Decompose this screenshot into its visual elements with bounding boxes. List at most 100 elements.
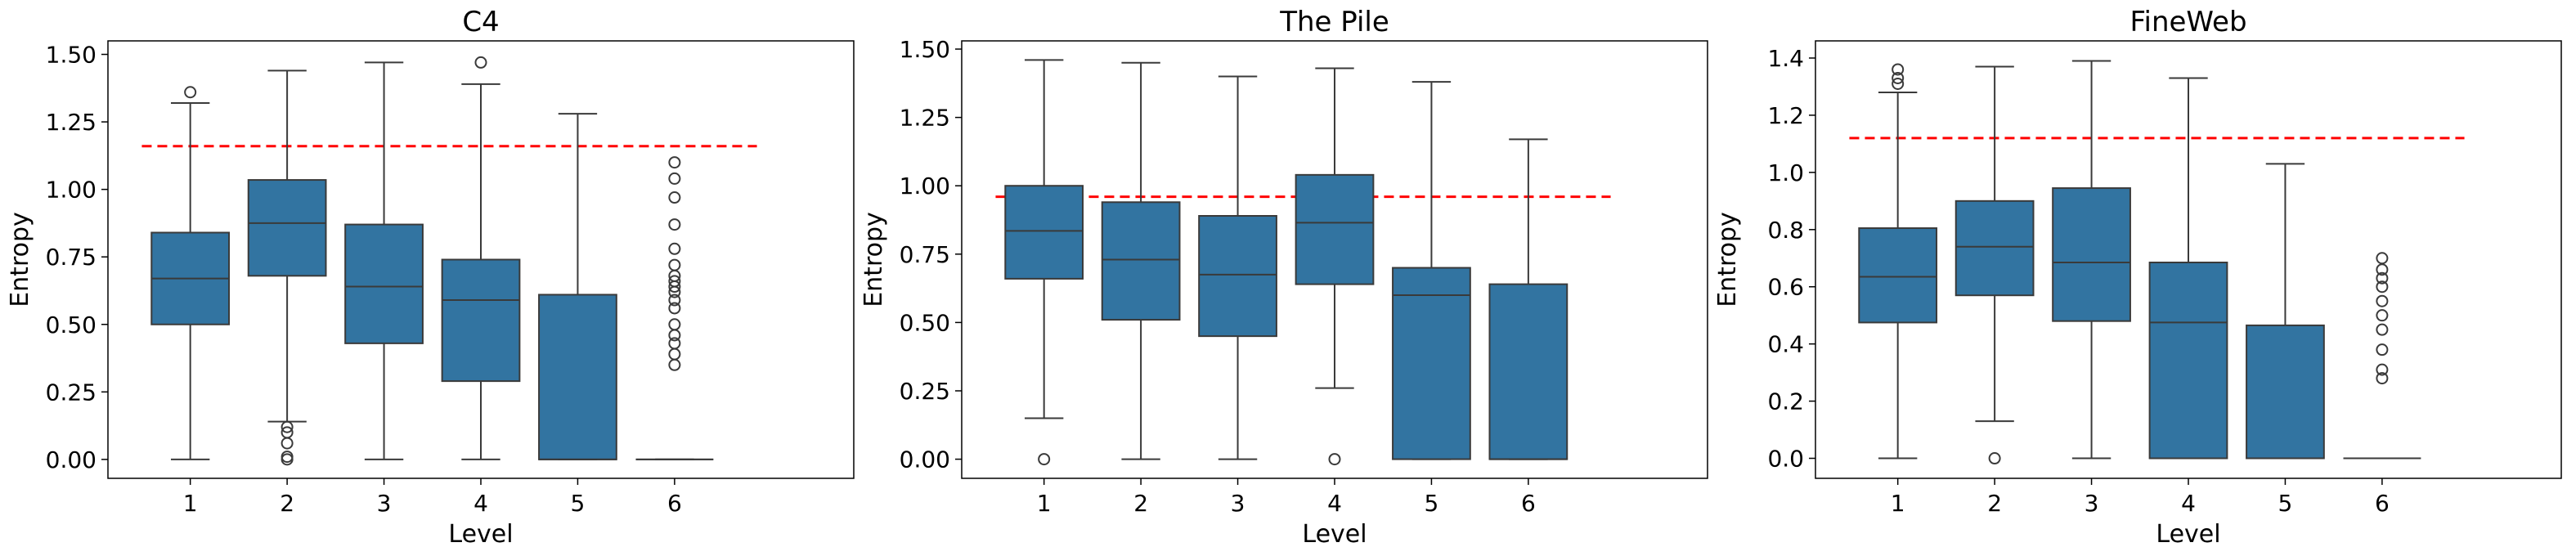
- outlier-point: [1892, 71, 1905, 84]
- box-iqr: [441, 258, 521, 383]
- box-level-5: [538, 113, 617, 460]
- y-tick-label: 0.50: [46, 312, 96, 339]
- outlier-point: [668, 156, 681, 169]
- chart-panel-3: 1 2 3 4 5 6 0.0 0.2 0.4 0.6 0.8 1.0 1.2 1.4 FineWeb Lev…: [1713, 6, 2562, 549]
- outlier-point: [668, 337, 681, 350]
- outlier-point: [1328, 453, 1341, 466]
- box-level-5: [1392, 81, 1471, 460]
- x-tick-label: 4: [2181, 490, 2196, 517]
- box-iqr: [2052, 187, 2131, 322]
- x-axis-label: Level: [448, 520, 513, 549]
- outlier-point: [474, 56, 487, 69]
- y-tick-label: 0.75: [46, 244, 96, 271]
- outlier-point: [668, 218, 681, 231]
- x-tick-label: 6: [2375, 490, 2390, 517]
- outlier-point: [280, 437, 294, 450]
- box-iqr: [1858, 227, 1938, 324]
- box-level-2: [1101, 61, 1181, 460]
- x-tick-label: 5: [2278, 490, 2293, 517]
- box-iqr: [1101, 201, 1181, 321]
- x-axis-label: Level: [1302, 520, 1367, 549]
- x-tick-label: 3: [1231, 490, 1245, 517]
- y-axis-label: Entropy: [1713, 212, 1742, 307]
- y-tick-label: 1.25: [900, 105, 950, 132]
- y-tick-label: 0.8: [1767, 217, 1804, 244]
- y-tick-label: 1.25: [46, 109, 96, 136]
- outlier-point: [668, 348, 681, 361]
- y-tick-label: 0.2: [1767, 388, 1804, 415]
- y-tick-label: 0.0: [1767, 446, 1804, 473]
- box-level-6: [2343, 252, 2421, 460]
- box-iqr: [1488, 283, 1568, 460]
- outlier-point: [184, 86, 197, 99]
- box-level-3: [2052, 60, 2131, 460]
- y-tick-label: 1.50: [46, 42, 96, 69]
- box-level-4: [441, 56, 521, 460]
- outlier-point: [668, 275, 681, 288]
- outlier-point: [2376, 252, 2389, 265]
- chart-title: C4: [462, 6, 499, 38]
- y-tick-label: 0.50: [900, 309, 950, 336]
- box-iqr: [1295, 173, 1375, 285]
- box-iqr: [1004, 185, 1084, 280]
- y-tick-label: 0.4: [1767, 331, 1804, 358]
- outlier-point: [2376, 271, 2389, 285]
- box-level-5: [2246, 163, 2325, 460]
- x-tick-label: 6: [667, 490, 682, 517]
- outlier-point: [668, 294, 681, 307]
- chart-panel-2: 1 2 3 4 5 6 0.00 0.25 0.50 0.75 1.00 1.25 1.50 The Pi…: [859, 6, 1708, 549]
- box-level-2: [247, 70, 327, 466]
- outlier-point: [2376, 372, 2389, 385]
- outlier-point: [668, 172, 681, 185]
- chart-title: FineWeb: [2129, 6, 2246, 38]
- box-level-2: [1954, 65, 2035, 465]
- x-tick-label: 1: [183, 490, 198, 517]
- y-tick-label: 0.00: [900, 446, 950, 473]
- box-level-1: [150, 86, 231, 460]
- y-tick-label: 1.0: [1767, 159, 1804, 186]
- outlier-point: [280, 420, 294, 433]
- x-tick-label: 4: [1327, 490, 1342, 517]
- outlier-point: [2376, 343, 2389, 356]
- outlier-point: [2376, 309, 2389, 322]
- outlier-point: [280, 451, 294, 464]
- axes-frame: [107, 40, 855, 479]
- y-tick-label: 1.50: [900, 36, 950, 63]
- y-tick-label: 0.25: [46, 379, 96, 406]
- outlier-point: [1988, 452, 2001, 465]
- axes-frame: [961, 40, 1708, 479]
- chart-panel-1: 1 2 3 4 5 6 0.00 0.25 0.50 0.75 1.00 1.25 1.50 C4 Leve…: [6, 6, 855, 549]
- outlier-point: [280, 426, 294, 439]
- x-tick-label: 3: [377, 490, 392, 517]
- box-iqr: [538, 294, 617, 460]
- box-level-4: [1295, 67, 1375, 466]
- outlier-point: [2376, 323, 2389, 336]
- outlier-point: [2376, 363, 2389, 376]
- outlier-point: [2376, 280, 2389, 294]
- y-tick-label: 1.4: [1767, 45, 1804, 72]
- box-level-6: [635, 156, 714, 460]
- x-tick-label: 1: [1891, 490, 1905, 517]
- y-tick-label: 1.00: [900, 173, 950, 200]
- outlier-point: [668, 258, 681, 271]
- y-tick-label: 0.75: [900, 241, 950, 268]
- box-level-4: [2148, 77, 2228, 460]
- box-level-1: [1004, 59, 1084, 466]
- box-iqr: [1392, 267, 1471, 460]
- box-iqr: [1198, 215, 1277, 338]
- box-iqr: [2148, 261, 2228, 460]
- box-level-6: [1488, 138, 1568, 460]
- box-level-3: [344, 61, 424, 460]
- outlier-point: [668, 358, 681, 371]
- x-axis-label: Level: [2156, 520, 2220, 549]
- outlier-point: [668, 329, 681, 342]
- box-level-3: [1198, 75, 1277, 460]
- outlier-point: [2376, 294, 2389, 307]
- y-tick-label: 1.2: [1767, 102, 1804, 129]
- x-tick-label: 6: [1521, 490, 1536, 517]
- y-axis-label: Entropy: [859, 212, 888, 307]
- chart-title: The Pile: [1279, 6, 1389, 38]
- x-tick-label: 5: [1425, 490, 1439, 517]
- x-tick-label: 4: [473, 490, 488, 517]
